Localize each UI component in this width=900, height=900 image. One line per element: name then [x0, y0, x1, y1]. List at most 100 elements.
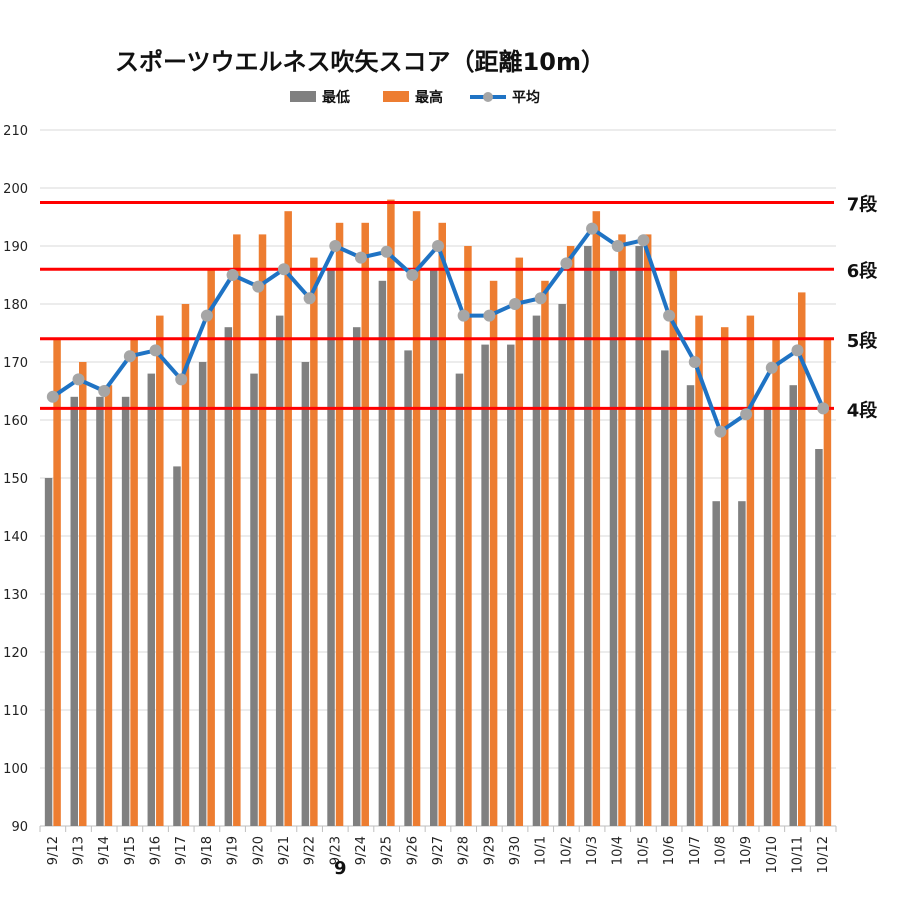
legend-label-max: 最高 — [415, 89, 443, 106]
bar-min — [455, 373, 464, 826]
bar-min — [815, 449, 823, 826]
bar-max — [643, 234, 652, 826]
bar-min — [686, 385, 695, 826]
bar-max — [335, 222, 344, 827]
y-tick-label: 160 — [3, 414, 28, 429]
average-point — [740, 408, 753, 421]
x-tick-label: 9/15 — [123, 836, 138, 865]
bar-max — [233, 234, 241, 826]
x-tick-label: 9/19 — [226, 836, 241, 865]
bar-max — [156, 315, 164, 826]
x-tick-label: 10/4 — [611, 836, 626, 865]
average-point — [509, 298, 522, 310]
average-series-line — [51, 226, 826, 434]
bar-max — [181, 304, 190, 826]
x-tick-label: 9/21 — [277, 836, 292, 865]
bar-max — [515, 257, 524, 827]
average-point — [457, 309, 470, 322]
reference-line-label: 7段 — [847, 194, 879, 216]
x-tick-label: 10/1 — [534, 836, 549, 865]
bar-min — [70, 396, 79, 826]
average-point — [534, 292, 547, 305]
average-point — [175, 373, 188, 386]
x-tick-label: 9/12 — [46, 836, 61, 865]
bar-min — [507, 344, 515, 826]
x-tick-label: 9/16 — [149, 836, 164, 865]
bar-max — [566, 246, 575, 826]
y-tick-label: 190 — [3, 240, 28, 255]
bar-max — [79, 362, 87, 826]
bar-max — [772, 338, 780, 826]
x-tick-label: 9/20 — [251, 836, 266, 865]
x-tick-label: 9/22 — [303, 836, 318, 865]
average-point — [72, 373, 85, 386]
y-tick-label: 200 — [3, 182, 28, 197]
bar-max — [104, 385, 113, 826]
average-point — [637, 234, 650, 247]
x-tick-label: 10/3 — [585, 836, 600, 865]
bar-min — [173, 466, 181, 826]
legend-swatch-min — [290, 91, 316, 102]
x-tick-label: 9/13 — [72, 836, 87, 865]
x-tick-label: 9/18 — [200, 836, 215, 865]
y-tick-label: 210 — [3, 124, 28, 139]
x-tick-label: 9/24 — [354, 836, 369, 865]
bar-max — [746, 315, 755, 826]
x-tick-label: 9/17 — [174, 836, 189, 865]
average-point — [380, 245, 393, 258]
x-tick-label: 10/5 — [636, 836, 651, 865]
average-point — [98, 385, 111, 397]
x-axis: 9/12 9/13 9/14 9/15 9/16 9/17 9/18 9/19 9/20 9/21… — [46, 836, 831, 873]
average-point — [791, 344, 804, 357]
average-point — [688, 356, 701, 368]
average-point — [663, 309, 676, 322]
bar-max — [541, 280, 549, 826]
y-tick-label: 110 — [3, 704, 28, 719]
grid — [39, 129, 837, 832]
y-tick-label: 140 — [3, 530, 28, 545]
y-tick-label: 170 — [3, 356, 28, 371]
bar-min — [147, 373, 156, 826]
bar-max — [438, 222, 446, 827]
bar-max — [618, 234, 626, 826]
bar-min — [584, 246, 592, 826]
bar-min — [738, 501, 746, 826]
bar-max — [387, 199, 395, 827]
average-point — [277, 263, 290, 276]
legend: 最低 最高 平均 — [290, 89, 540, 106]
y-tick-label: 90 — [11, 820, 28, 835]
average-point — [252, 280, 265, 293]
bar-min — [198, 362, 207, 826]
bar-max — [284, 211, 292, 826]
x-tick-label: 10/6 — [662, 836, 677, 865]
bar-min — [481, 344, 489, 826]
average-point — [765, 361, 778, 374]
legend-label-avg: 平均 — [512, 89, 540, 106]
bar-min — [763, 408, 772, 826]
bars — [44, 199, 832, 827]
bar-max — [130, 338, 138, 826]
bar-max — [797, 292, 806, 826]
x-tick-label: 10/7 — [688, 836, 703, 865]
average-point — [200, 309, 213, 322]
x-tick-label: 10/11 — [791, 836, 806, 873]
reference-line-label: 6段 — [847, 260, 879, 282]
x-tick-label: 9/23 — [328, 836, 343, 865]
annotation-text: 9 — [334, 858, 347, 879]
bar-max — [592, 211, 601, 826]
y-tick-label: 150 — [3, 472, 28, 487]
bar-min — [789, 385, 797, 826]
bar-max — [207, 269, 215, 826]
average-point — [432, 240, 444, 252]
average-point — [714, 425, 727, 438]
average-point — [303, 292, 316, 305]
bar-max — [258, 234, 267, 826]
average-point — [586, 222, 599, 235]
y-tick-label: 120 — [3, 646, 28, 661]
x-tick-label: 9/25 — [380, 836, 395, 865]
average-line — [46, 222, 830, 438]
bar-min — [275, 315, 284, 826]
x-tick-label: 10/10 — [765, 836, 780, 873]
